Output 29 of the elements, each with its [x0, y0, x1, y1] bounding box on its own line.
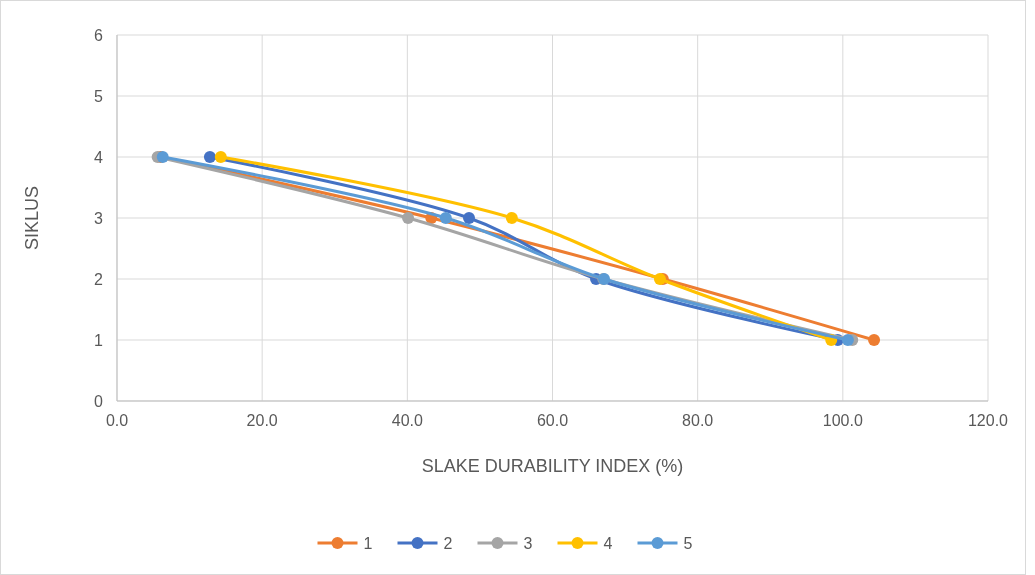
legend-label: 4: [603, 534, 613, 552]
x-axis-title: SLAKE DURABILITY INDEX (%): [421, 456, 684, 476]
x-tick-label: 40.0: [391, 412, 424, 429]
y-tick-label: 0: [94, 392, 104, 410]
point: [203, 151, 216, 163]
legend-label: 5: [683, 534, 693, 552]
point: [868, 334, 881, 346]
point: [841, 334, 854, 346]
x-tick-label: 60.0: [536, 412, 569, 429]
y-tick-label: 1: [94, 331, 104, 349]
x-tick-label: 20.0: [246, 412, 278, 429]
point: [402, 212, 415, 224]
point: [463, 212, 476, 224]
y-tick-label: 6: [94, 26, 104, 44]
y-tick-label: 4: [94, 148, 104, 166]
x-tick-label: 100.0: [822, 412, 863, 429]
legend-label: 2: [443, 534, 453, 552]
legend-label: 1: [363, 534, 373, 552]
point: [214, 151, 227, 163]
y-tick-label: 3: [94, 209, 104, 227]
point: [505, 212, 518, 224]
y-axis-title: SIKLUS: [22, 185, 42, 251]
point: [439, 212, 452, 224]
x-tick-label: 0.0: [105, 412, 129, 429]
y-tick-label: 5: [94, 87, 104, 105]
x-tick-label: 80.0: [682, 412, 714, 429]
y-tick-label: 2: [94, 270, 104, 288]
legend-label: 3: [523, 534, 533, 552]
x-tick-label: 120.0: [967, 412, 1009, 429]
